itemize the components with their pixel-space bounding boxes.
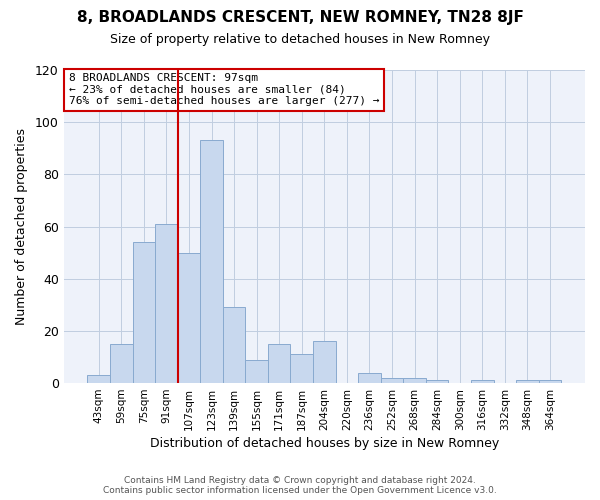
Y-axis label: Number of detached properties: Number of detached properties [15,128,28,325]
Bar [516,380,539,383]
Bar [268,344,290,383]
Bar [381,378,403,383]
Bar [200,140,223,383]
Bar [223,308,245,383]
Bar [133,242,155,383]
Bar [358,372,381,383]
Bar [245,360,268,383]
Text: Contains HM Land Registry data © Crown copyright and database right 2024.
Contai: Contains HM Land Registry data © Crown c… [103,476,497,495]
Bar [403,378,426,383]
Text: 8, BROADLANDS CRESCENT, NEW ROMNEY, TN28 8JF: 8, BROADLANDS CRESCENT, NEW ROMNEY, TN28… [77,10,523,25]
Bar [110,344,133,383]
X-axis label: Distribution of detached houses by size in New Romney: Distribution of detached houses by size … [150,437,499,450]
Bar [471,380,494,383]
Text: 8 BROADLANDS CRESCENT: 97sqm
← 23% of detached houses are smaller (84)
76% of se: 8 BROADLANDS CRESCENT: 97sqm ← 23% of de… [69,73,379,106]
Bar [426,380,448,383]
Bar [539,380,562,383]
Bar [178,252,200,383]
Bar [290,354,313,383]
Bar [88,375,110,383]
Text: Size of property relative to detached houses in New Romney: Size of property relative to detached ho… [110,32,490,46]
Bar [313,342,335,383]
Bar [155,224,178,383]
